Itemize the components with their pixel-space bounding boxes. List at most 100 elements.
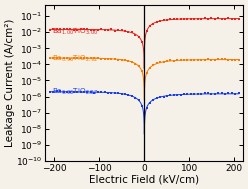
Point [151, 22, 155, 25]
Point [155, 62, 159, 65]
Text: Ba$_{0.93}$TiO$_{2.87}$: Ba$_{0.93}$TiO$_{2.87}$ [52, 87, 98, 97]
Point [89, 56, 93, 59]
Point [220, 17, 224, 20]
Point [137, 98, 141, 101]
Point [168, 59, 172, 62]
Point [189, 17, 193, 20]
Point [82, 56, 86, 59]
Point [137, 65, 141, 68]
Point [68, 57, 72, 60]
Point [106, 28, 110, 31]
Point [213, 93, 217, 96]
Point [182, 18, 186, 21]
Point [62, 56, 65, 59]
Point [86, 90, 90, 93]
Point [51, 90, 55, 93]
Point [148, 24, 152, 27]
Point [65, 56, 69, 59]
Point [106, 57, 110, 60]
Point [86, 56, 90, 59]
Point [226, 59, 230, 62]
Point [172, 94, 176, 97]
Point [237, 18, 241, 21]
Point [162, 95, 166, 98]
Point [79, 28, 83, 31]
Point [92, 29, 96, 32]
Point [237, 92, 241, 95]
Point [75, 28, 79, 31]
Point [196, 58, 200, 61]
Point [103, 90, 107, 93]
Point [223, 92, 227, 95]
Point [230, 58, 234, 61]
Point [113, 29, 117, 32]
Point [209, 93, 213, 96]
Y-axis label: Leakage Current (A/cm²): Leakage Current (A/cm²) [5, 19, 15, 147]
Point [155, 97, 159, 100]
Point [162, 19, 166, 22]
Point [223, 58, 227, 61]
Point [192, 93, 196, 96]
Point [72, 57, 76, 60]
Point [51, 56, 55, 59]
Point [99, 90, 103, 93]
Point [89, 28, 93, 31]
Point [137, 35, 141, 38]
Point [175, 18, 179, 21]
Point [151, 99, 155, 102]
Point [172, 60, 176, 63]
Point [145, 30, 149, 33]
Point [162, 60, 166, 63]
Point [65, 91, 69, 94]
Point [58, 56, 62, 59]
Point [145, 71, 149, 74]
Point [113, 57, 117, 60]
Point [48, 28, 52, 31]
Point [55, 28, 59, 31]
Point [230, 17, 234, 20]
Point [192, 17, 196, 20]
Point [182, 93, 186, 96]
Point [116, 29, 120, 32]
Point [233, 92, 237, 95]
Point [196, 17, 200, 20]
Point [203, 92, 207, 95]
Point [199, 92, 203, 95]
Point [92, 57, 96, 60]
Point [133, 33, 137, 36]
Point [55, 90, 59, 93]
Point [199, 17, 203, 20]
Point [186, 58, 189, 61]
Point [140, 70, 144, 73]
Point [206, 17, 210, 20]
Point [196, 93, 200, 96]
Point [72, 28, 76, 31]
Point [65, 28, 69, 31]
Point [165, 19, 169, 22]
Point [220, 92, 224, 95]
Point [213, 18, 217, 21]
Point [103, 29, 107, 32]
Point [120, 29, 124, 32]
Point [75, 57, 79, 60]
Point [48, 90, 52, 93]
Point [237, 59, 241, 62]
Point [79, 90, 83, 93]
Point [206, 92, 210, 95]
Point [213, 58, 217, 61]
Point [223, 17, 227, 20]
Point [72, 91, 76, 94]
Point [175, 58, 179, 61]
Point [82, 28, 86, 31]
Point [123, 30, 127, 33]
Point [203, 58, 207, 61]
Point [62, 91, 65, 94]
Point [186, 17, 189, 20]
Point [140, 40, 144, 43]
Point [116, 91, 120, 94]
Point [120, 58, 124, 61]
Point [209, 58, 213, 61]
Point [168, 18, 172, 21]
Point [165, 95, 169, 98]
Point [133, 96, 137, 99]
